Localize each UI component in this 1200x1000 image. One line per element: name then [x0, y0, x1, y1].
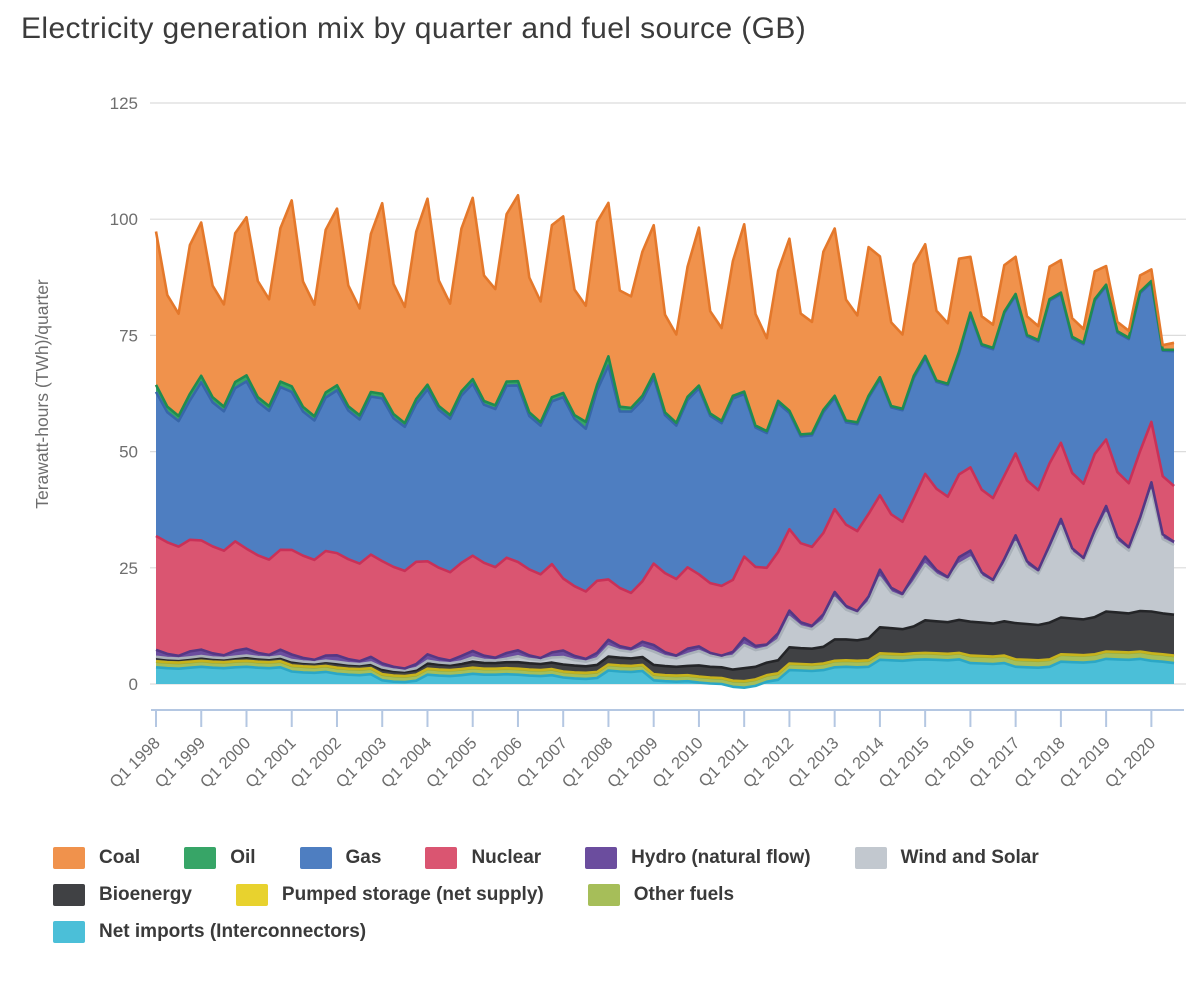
x-tick-label-Q1-2010: Q1 2010	[649, 734, 706, 791]
legend-label-wind_solar: Wind and Solar	[900, 847, 1039, 868]
edge-line-wind_solar	[155, 489, 1175, 672]
legend-row: Net imports (Interconnectors)	[53, 921, 1173, 943]
area-edge-lines	[154, 194, 1175, 690]
edge-line-nuclear	[155, 420, 1175, 595]
y-tick-label-125: 125	[110, 94, 138, 113]
y-tick-label-75: 75	[119, 326, 138, 345]
area-net_imports	[156, 658, 1174, 688]
legend-label-pumped_storage: Pumped storage (net supply)	[281, 884, 544, 905]
chart-title: Electricity generation mix by quarter an…	[21, 12, 807, 45]
y-tick-label-0: 0	[129, 675, 138, 694]
legend-label-other_fuels: Other fuels	[633, 884, 735, 905]
area-wind_solar	[156, 490, 1174, 672]
legend-label-coal: Coal	[99, 847, 141, 868]
legend-item-other_fuels: Other fuels	[587, 884, 735, 906]
y-axis-title: Terawatt-hours (TWh)/quarter	[32, 279, 52, 509]
x-tick-label-Q1-2020: Q1 2020	[1102, 734, 1159, 791]
legend-item-gas: Gas	[299, 847, 382, 869]
area-nuclear	[156, 421, 1174, 669]
legend-item-net_imports: Net imports (Interconnectors)	[53, 921, 366, 943]
legend-label-hydro: Hydro (natural flow)	[631, 847, 811, 868]
edge-line-net_imports	[155, 657, 1175, 690]
legend-label-oil: Oil	[230, 847, 256, 868]
legend-item-bioenergy: Bioenergy	[53, 884, 192, 906]
legend-swatch-bioenergy	[53, 884, 85, 906]
legend-swatch-coal	[53, 847, 85, 869]
legend-item-pumped_storage: Pumped storage (net supply)	[235, 884, 544, 906]
legend-item-coal: Coal	[53, 847, 140, 869]
x-axis	[151, 709, 1184, 727]
y-tick-label-50: 50	[119, 443, 138, 462]
edge-line-hydro	[155, 480, 1175, 670]
legend-label-nuclear: Nuclear	[471, 847, 542, 868]
legend-swatch-hydro	[585, 847, 618, 869]
legend-label-bioenergy: Bioenergy	[99, 884, 192, 905]
legend-swatch-other_fuels	[587, 884, 620, 906]
legend-item-hydro: Hydro (natural flow)	[585, 847, 811, 869]
legend-item-nuclear: Nuclear	[425, 847, 541, 869]
y-tick-label-100: 100	[110, 210, 138, 229]
legend-label-gas: Gas	[345, 847, 382, 868]
legend-row: Coal Oil Gas Nuclear Hydro (natural flow) Win…	[53, 847, 1173, 869]
legend-row: Bioenergy Pumped storage (net supply) Othe…	[53, 884, 1173, 906]
area-gas	[156, 282, 1174, 593]
legend-swatch-pumped_storage	[235, 884, 268, 906]
legend-swatch-gas	[299, 847, 332, 869]
legend-swatch-wind_solar	[854, 847, 887, 869]
legend-label-net_imports: Net imports (Interconnectors)	[99, 921, 367, 942]
legend-swatch-nuclear	[425, 847, 458, 869]
legend-swatch-net_imports	[53, 921, 85, 943]
area-bioenergy	[156, 611, 1174, 682]
y-axis-tick-labels: 0 25 50 75 100 125	[110, 94, 138, 694]
area-other_fuels	[156, 651, 1174, 688]
edge-line-coal	[154, 194, 1175, 347]
chart-legend: Coal Oil Gas Nuclear Hydro (natural flow) Win…	[53, 847, 1173, 958]
y-tick-label-25: 25	[119, 559, 138, 578]
area-series-group	[156, 195, 1174, 688]
legend-swatch-oil	[184, 847, 217, 869]
edge-line-pumped_storage	[155, 650, 1175, 683]
legend-item-wind_solar: Wind and Solar	[854, 847, 1039, 869]
legend-item-oil: Oil	[184, 847, 256, 869]
edge-line-oil	[154, 279, 1174, 436]
